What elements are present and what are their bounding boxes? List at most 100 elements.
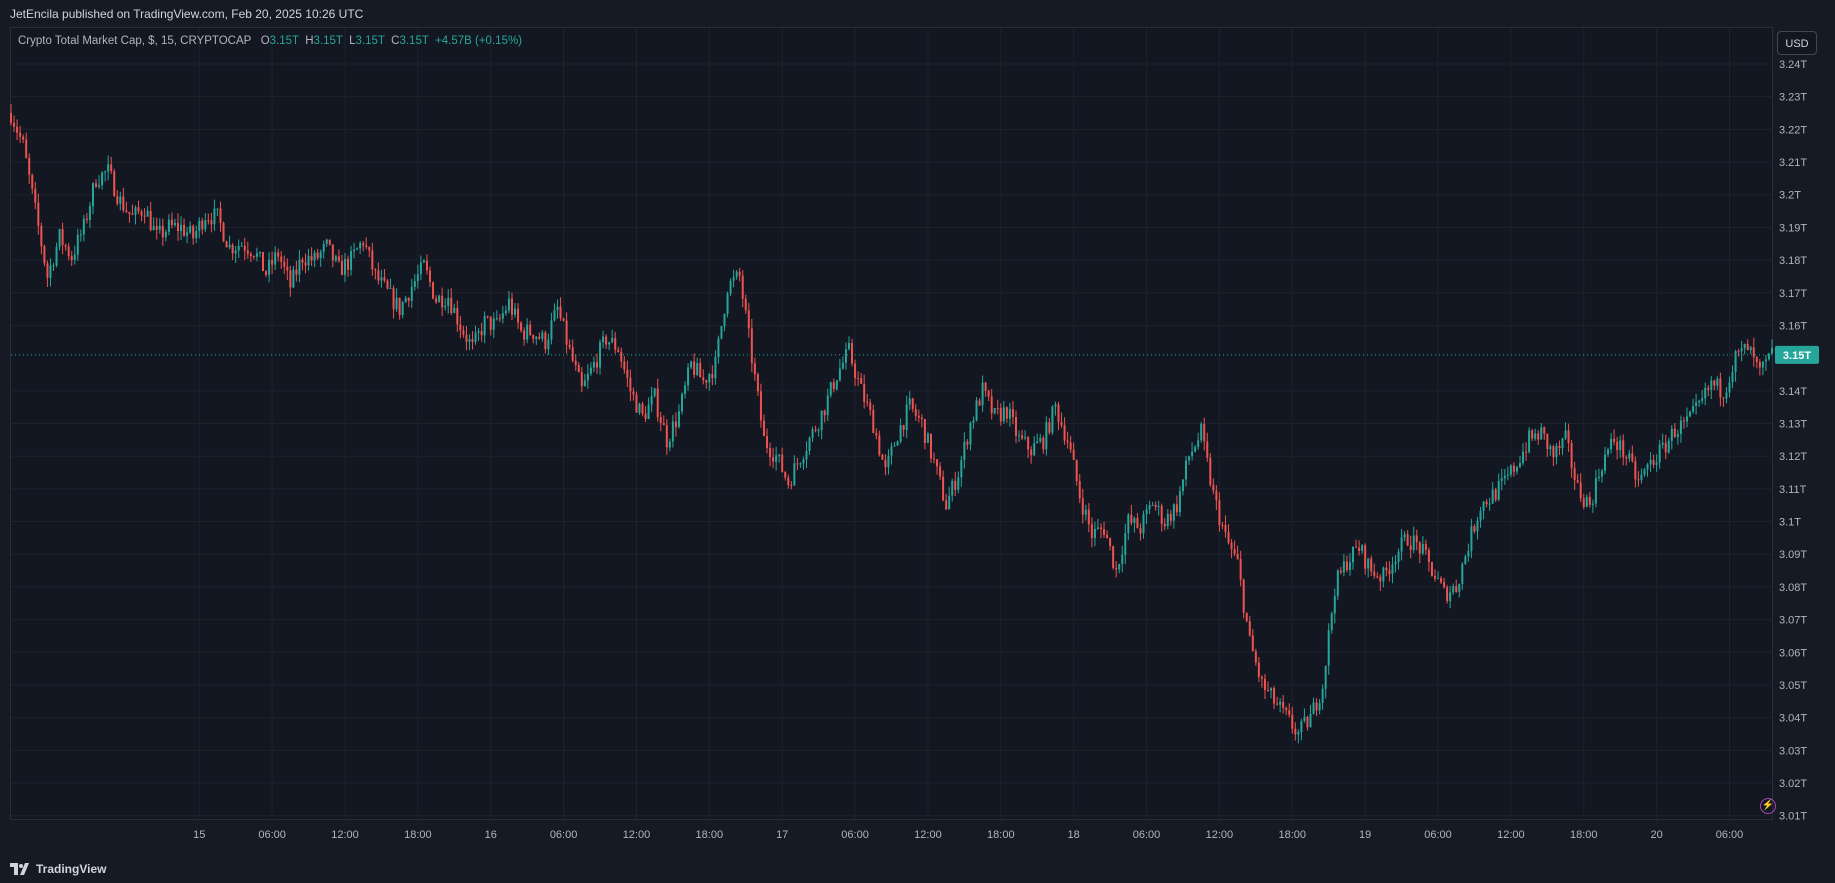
- candle-body: [234, 250, 237, 254]
- time-tick-label: 18:00: [404, 829, 432, 841]
- candle-body: [1388, 570, 1391, 574]
- candle-body: [1273, 688, 1276, 704]
- candle-body: [374, 269, 377, 271]
- candle-body: [410, 286, 413, 301]
- candle-body: [920, 417, 923, 420]
- candle-body: [605, 336, 608, 345]
- candle-body: [890, 446, 893, 456]
- candle-body: [872, 410, 875, 434]
- change-value: +4.57B (+0.15%): [435, 35, 522, 47]
- candle-body: [304, 262, 307, 266]
- candle-body: [954, 480, 957, 490]
- candlestick-chart[interactable]: 3.15T 3.01T 3.02T 3.03T 3.04T 3.05T 3.06T 3.07…: [0, 0, 1835, 858]
- candle-body: [1309, 713, 1312, 728]
- price-tick-label: 3.24T: [1779, 59, 1807, 71]
- candle-body: [1655, 462, 1658, 465]
- price-tick-label: 3.06T: [1779, 647, 1807, 659]
- candle-body: [693, 361, 696, 375]
- candle-body: [368, 246, 371, 251]
- candle-body: [514, 308, 517, 315]
- candle-body: [158, 225, 161, 230]
- candle-body: [1503, 475, 1506, 479]
- candle-body: [459, 324, 462, 331]
- candle-body: [690, 361, 693, 368]
- candle-body: [1178, 491, 1181, 513]
- candle-body: [1148, 505, 1151, 510]
- candle-body: [1212, 484, 1215, 491]
- candle-body: [720, 326, 723, 339]
- candle-body: [119, 196, 122, 204]
- candle-body: [656, 388, 659, 418]
- candle-body: [1658, 444, 1661, 463]
- candle-body: [799, 463, 802, 465]
- candle-body: [55, 246, 58, 266]
- candle-body: [170, 219, 173, 226]
- candle-body: [1600, 470, 1603, 477]
- price-axis[interactable]: 3.01T 3.02T 3.03T 3.04T 3.05T 3.06T 3.07T 3.08T…: [1779, 59, 1807, 823]
- candle-body: [198, 220, 201, 232]
- top-bar: JetEncila published on TradingView.com, …: [0, 0, 1835, 27]
- currency-button[interactable]: USD: [1777, 31, 1817, 55]
- candle-body: [611, 337, 614, 343]
- candle-body: [450, 297, 453, 313]
- time-tick-label: 18:00: [696, 829, 724, 841]
- candle-body: [1497, 480, 1500, 500]
- candle-body: [116, 196, 119, 204]
- candle-body: [1285, 707, 1288, 711]
- candle-body: [1145, 509, 1148, 515]
- candle-body: [759, 391, 762, 421]
- candle-body: [1749, 347, 1752, 351]
- candle-body: [1157, 505, 1160, 507]
- candle-body: [538, 336, 541, 339]
- candle-body: [772, 457, 775, 462]
- candle-body: [328, 239, 331, 245]
- candle-body: [1446, 587, 1449, 602]
- candle-body: [16, 126, 19, 133]
- candle-body: [972, 420, 975, 423]
- candle-body: [881, 454, 884, 460]
- candle-body: [714, 357, 717, 379]
- candle-body: [1318, 702, 1321, 711]
- candle-body: [383, 277, 386, 281]
- candle-body: [571, 347, 574, 361]
- candle-body: [1033, 443, 1036, 456]
- candle-body: [1728, 382, 1731, 393]
- candle-body: [1279, 701, 1282, 705]
- candle-body: [1005, 407, 1008, 419]
- candle-body: [1564, 430, 1567, 439]
- candle-body: [1424, 543, 1427, 551]
- time-tick-label: 20: [1650, 829, 1662, 841]
- chart-legend: Crypto Total Market Cap, $, 15, CRYPTOCA…: [18, 35, 522, 47]
- candle-body: [146, 210, 149, 217]
- candle-body: [1066, 440, 1069, 443]
- candle-body: [608, 342, 611, 345]
- candle-body: [1555, 445, 1558, 458]
- candle-body: [149, 210, 152, 231]
- candle-body: [778, 454, 781, 456]
- candle-body: [577, 365, 580, 373]
- candle-body: [395, 297, 398, 310]
- price-tick-label: 3.08T: [1779, 582, 1807, 594]
- time-tick-label: 06:00: [258, 829, 286, 841]
- candle-body: [1036, 441, 1039, 444]
- candle-body: [884, 459, 887, 468]
- candle-body: [1415, 535, 1418, 543]
- price-tick-label: 3.01T: [1779, 811, 1807, 823]
- candle-body: [529, 324, 532, 335]
- candle-body: [1200, 423, 1203, 441]
- tradingview-logo[interactable]: TradingView: [10, 862, 106, 876]
- symbol-title[interactable]: Crypto Total Market Cap, $, 15, CRYPTOCA…: [18, 35, 252, 47]
- lightning-icon[interactable]: ⚡: [1760, 798, 1776, 814]
- candle-body: [1525, 451, 1528, 453]
- candle-body: [1698, 400, 1701, 403]
- candle-body: [186, 232, 189, 236]
- candle-body: [1370, 558, 1373, 572]
- candle-body: [1063, 425, 1066, 441]
- time-axis[interactable]: 15 06:00 12:00 18:00 16 06:00 12:00 18:00 17 06:0…: [193, 829, 1743, 841]
- candle-body: [1254, 651, 1257, 663]
- candle-body: [851, 342, 854, 364]
- candle-body: [85, 218, 88, 221]
- candle-body: [1248, 621, 1251, 636]
- candle-body: [1112, 546, 1115, 568]
- candle-body: [589, 367, 592, 374]
